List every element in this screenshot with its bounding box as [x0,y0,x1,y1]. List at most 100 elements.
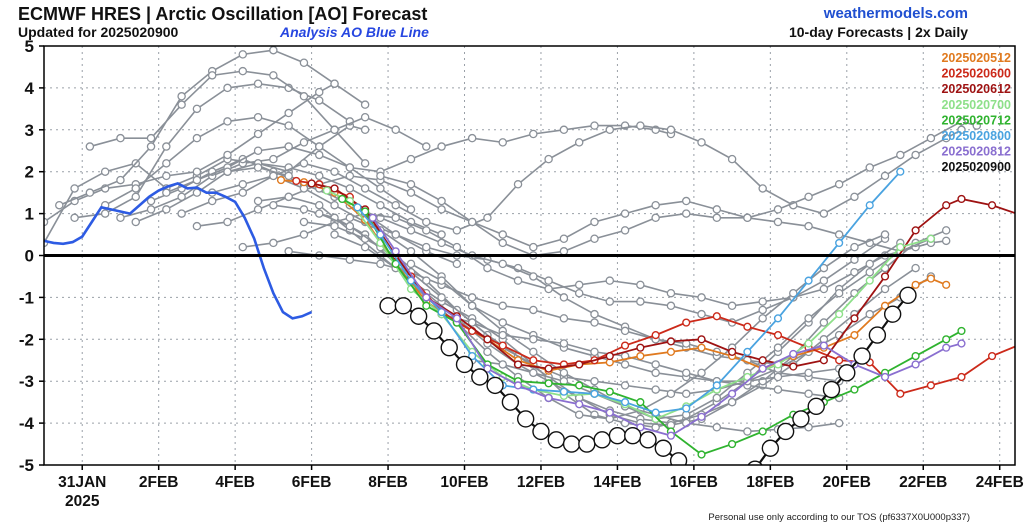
forecast-point [728,347,737,356]
gray-forecast-point [299,217,309,227]
gray-forecast-point [850,255,859,264]
forecast-point [666,347,676,356]
gray-forecast-point [559,368,569,378]
forecast-point [728,439,737,449]
updated-label: Updated for 2025020900 [18,24,179,40]
gray-forecast-point [498,330,507,340]
gray-forecast-point [819,263,829,273]
forecast-point [883,305,902,323]
legend-item: 2025020512 [941,51,1011,65]
gray-forecast-point [804,192,813,202]
gray-forecast-point [100,209,110,218]
x-tick-label: 10FEB [440,474,488,491]
gray-forecast-point [559,247,569,256]
forecast-point [452,314,461,323]
forecast-point [850,385,859,394]
gray-forecast-point [651,213,660,223]
forecast-point [575,400,584,409]
forecast-point [422,293,431,302]
gray-forecast-point [544,276,553,285]
forecast-point [307,179,316,188]
gray-forecast-point [529,347,538,357]
forecast-point [624,426,642,445]
gray-forecast-point [314,96,324,105]
gray-forecast-point [880,171,890,181]
gray-forecast-point [467,293,477,302]
gray-forecast-point [712,213,722,223]
gray-forecast-point [207,71,217,80]
forecast-point [758,427,767,436]
forecast-point [440,338,458,357]
gray-forecast-point [529,335,538,344]
gray-forecast-point [865,309,874,319]
gray-forecast-point [314,150,324,160]
gray-forecast-point [911,263,920,273]
gray-forecast-point [712,423,722,432]
gray-forecast-point [391,230,400,239]
gray-forecast-point [850,192,859,202]
gray-forecast-point [177,92,186,101]
forecast-point [368,213,377,222]
forecast-point [896,167,905,176]
gray-forecast-point [666,288,676,298]
forecast-point [819,356,828,365]
gray-forecast-point [345,255,355,264]
gray-forecast-line [441,313,840,383]
forecast-point [942,201,951,210]
gray-forecast-point [391,213,400,223]
gray-forecast-point [590,318,599,327]
gray-forecast-point [376,259,385,269]
gray-forecast-point [773,217,783,227]
gray-forecast-point [131,192,140,202]
gray-forecast-point [865,163,874,172]
gray-forecast-point [529,242,538,252]
gray-forecast-point [865,268,874,277]
forecast-point [868,326,887,344]
gray-forecast-point [681,196,691,206]
gray-forecast-point [911,150,920,160]
gray-forecast-point [559,293,569,302]
gray-forecast-point [452,259,462,269]
gray-forecast-point [819,276,829,285]
gray-forecast-point [146,196,156,206]
forecast-point [1019,212,1024,219]
x-tick-label: 16FEB [670,474,718,491]
forecast-point [276,175,286,185]
gray-forecast-point [116,175,125,185]
gray-forecast-point [345,163,355,172]
forecast-point [666,431,676,440]
forecast-point [605,387,614,396]
gray-forecast-point [207,196,217,206]
gray-forecast-line [44,83,335,223]
gray-forecast-point [284,247,293,256]
gray-forecast-point [345,213,355,223]
forecast-subtitle: 10-day Forecasts | 2x Daily [788,24,968,40]
gray-forecast-point [758,305,767,315]
gray-forecast-point [529,129,538,139]
gray-forecast-point [177,209,186,218]
site-link[interactable]: weathermodels.com [823,5,968,22]
forecast-point [865,201,874,210]
forecast-point [559,387,569,396]
y-tick-label: 1 [25,205,34,224]
gray-forecast-point [697,138,706,147]
gray-forecast-1 [44,79,339,227]
gray-forecast-point [299,205,309,214]
gray-forecast-point [620,381,630,390]
gray-forecast-point [804,314,813,323]
gray-forecast-point [376,200,385,210]
gray-forecast-21 [345,213,936,424]
gray-forecast-point [529,368,538,378]
plot-area [44,46,1024,465]
gray-forecast-point [116,213,125,223]
gray-forecast-point [391,200,400,210]
gray-forecast-point [406,188,416,197]
gray-forecast-point [834,230,844,239]
gray-forecast-point [299,230,309,239]
gray-forecast-point [162,188,171,197]
gray-forecast-point [238,242,248,252]
gray-forecast-point [819,318,829,327]
forecast-point [322,186,331,195]
forecast-point [516,410,535,428]
forecast-point [483,364,492,373]
